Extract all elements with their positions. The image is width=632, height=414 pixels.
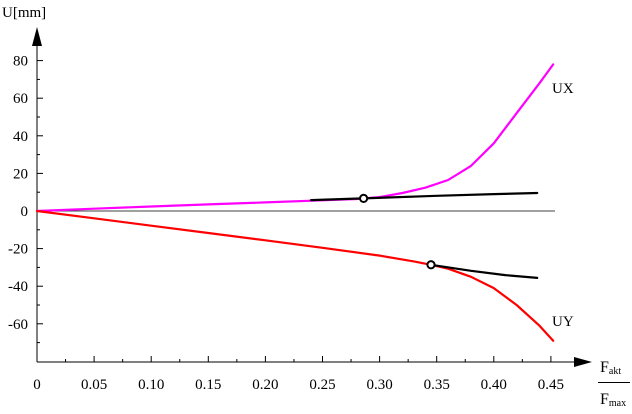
y-tick-label: -40: [8, 279, 28, 295]
x-tick-label: 0.25: [309, 377, 335, 393]
tangent-line-2: [429, 263, 539, 279]
x-axis-arrow: [574, 357, 592, 367]
series-label-ux: UX: [552, 81, 574, 97]
series-label-uy: UY: [552, 314, 574, 330]
y-tick-label: -60: [8, 317, 28, 333]
marker-point-1: [359, 193, 369, 204]
series-line-ux: [35, 63, 555, 213]
y-tick-label: 60: [13, 91, 28, 107]
y-tick-label: 0: [21, 204, 29, 220]
series-labels: UX UY: [552, 81, 574, 330]
y-axis-label: U[mm]: [2, 5, 46, 21]
x-tick-label: 0.30: [366, 377, 392, 393]
x-tick-labels: 0 0.05 0.10 0.15 0.20 0.25 0.30 0.35 0.40 0.45: [33, 377, 564, 393]
y-tick-label: 20: [13, 166, 28, 182]
y-tick-label: 40: [13, 129, 28, 145]
x-axis-label-denominator: Fmax: [600, 391, 627, 410]
x-tick-label: 0.20: [252, 377, 278, 393]
point-markers: [359, 193, 436, 270]
x-tick-label: 0.35: [424, 377, 450, 393]
x-tick-label: 0.15: [195, 377, 221, 393]
axes: [32, 27, 592, 367]
tangent-line-1: [310, 191, 539, 202]
x-tick-label: 0.40: [481, 377, 507, 393]
marker-point-2: [426, 260, 436, 270]
x-tick-label: 0.45: [538, 377, 564, 393]
x-tick-label: 0.10: [138, 377, 164, 393]
x-axis-label-numerator: Fakt: [600, 359, 622, 378]
series-lines: [35, 63, 555, 342]
y-tick-labels: -60 -40 -20 0 20 40 60 80: [8, 54, 28, 333]
x-tick-label: 0.05: [81, 377, 107, 393]
y-axis-arrow: [32, 27, 42, 46]
series-line-uy: [35, 209, 555, 342]
y-tick-label: -20: [8, 242, 28, 258]
fraction-bar: [598, 382, 630, 383]
x-axis-label: Fakt Fmax: [598, 356, 632, 412]
x-tick-label: 0: [33, 377, 41, 393]
y-tick-label: 80: [13, 54, 28, 70]
